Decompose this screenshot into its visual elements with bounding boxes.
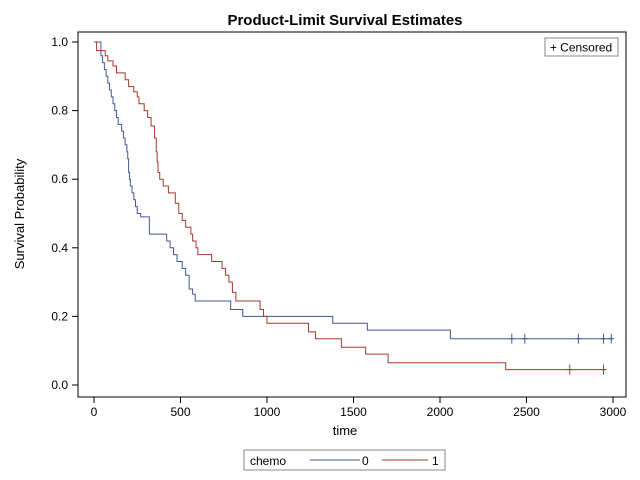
plot-frame [77, 31, 627, 398]
series-layer [94, 41, 615, 375]
x-tick-label: 0 [91, 405, 98, 419]
series-line-0 [94, 41, 613, 340]
censored-legend-box [544, 37, 619, 57]
censored-legend-label: + Censored [550, 41, 612, 55]
x-axis: 0 500 1000 1500 2000 2500 3000 [91, 397, 627, 419]
y-tick-label: 0.8 [51, 104, 68, 118]
x-tick-label: 1500 [340, 405, 367, 419]
y-tick-label: 0.4 [51, 241, 68, 255]
x-axis-label: time [333, 423, 358, 438]
legend-label-series-0: 0 [362, 454, 369, 468]
y-axis: 0.0 0.2 0.4 0.6 0.8 1.0 [51, 35, 78, 392]
x-tick-label: 500 [170, 405, 190, 419]
x-tick-label: 2500 [513, 405, 540, 419]
y-tick-label: 0.0 [51, 378, 68, 392]
x-tick-label: 2000 [427, 405, 454, 419]
censored-legend: + Censored [544, 37, 619, 57]
legend-label-series-1: 1 [432, 454, 439, 468]
series-line-1 [94, 41, 607, 371]
y-tick-label: 0.6 [51, 172, 68, 186]
series-legend: chemo 0 1 [243, 449, 446, 471]
y-tick-label: 0.2 [51, 309, 68, 323]
x-tick-label: 3000 [600, 405, 627, 419]
y-tick-label: 1.0 [51, 35, 68, 49]
legend-title: chemo [250, 454, 286, 468]
y-axis-label: Survival Probability [12, 158, 27, 269]
x-tick-label: 1000 [254, 405, 281, 419]
chart-title: Product-Limit Survival Estimates [227, 12, 462, 29]
